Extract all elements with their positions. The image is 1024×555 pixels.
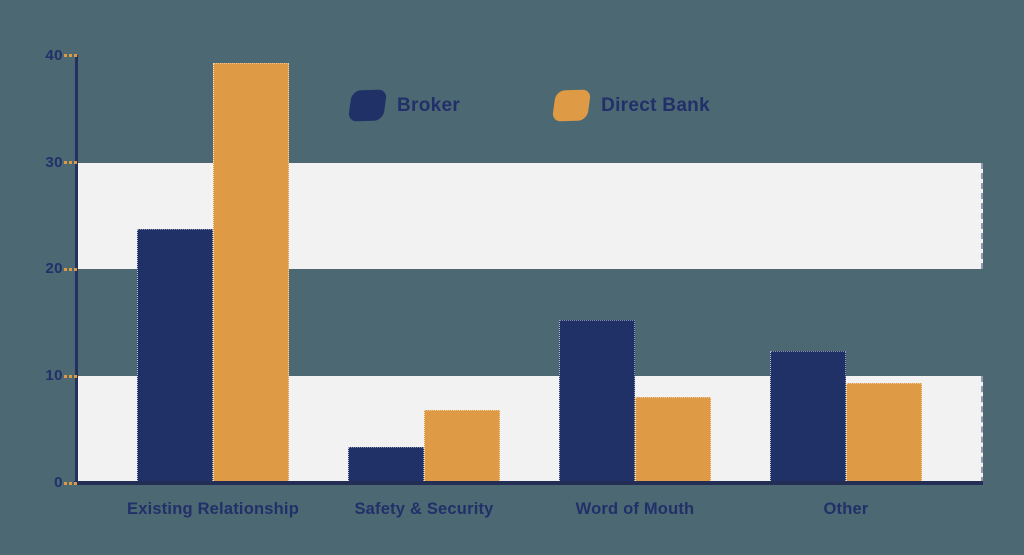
legend-item-broker: Broker (347, 89, 461, 122)
bar-broker-other (770, 350, 846, 483)
bar-direct-bank-existing-relationship (213, 63, 289, 483)
direct-bank-swatch-icon (551, 89, 592, 122)
category-label-existing-relationship: Existing Relationship (127, 500, 299, 518)
y-tick-mark-icon (64, 481, 78, 485)
y-tick-label: 0 (54, 474, 63, 491)
bar-direct-bank-word-of-mouth (635, 396, 711, 483)
y-tick-label: 40 (45, 46, 63, 64)
category-label-word-of-mouth: Word of Mouth (575, 500, 695, 518)
bar-broker-word-of-mouth (559, 319, 635, 483)
bar-broker-existing-relationship (137, 228, 213, 483)
bar-broker-safety-security (348, 446, 424, 483)
y-tick-label: 20 (45, 260, 63, 278)
category-label-other: Other (823, 500, 869, 518)
legend-item-direct-bank: Direct Bank (551, 89, 710, 122)
legend-label-broker: Broker (397, 94, 461, 116)
legend: Broker Direct Bank (347, 89, 710, 122)
bar-direct-bank-safety-security (424, 410, 500, 483)
category-label-safety-security: Safety & Security (354, 500, 494, 518)
y-tick-mark-icon (64, 54, 78, 58)
y-tick-label: 10 (45, 367, 63, 385)
legend-label-direct-bank: Direct Bank (601, 94, 710, 116)
y-tick-mark-icon (64, 267, 78, 271)
broker-swatch-icon (347, 89, 388, 122)
bar-direct-bank-other (846, 382, 922, 483)
y-tick-mark-icon (64, 161, 78, 164)
x-axis-line (74, 481, 983, 485)
y-tick-label: 30 (45, 153, 63, 171)
y-tick-mark-icon (64, 374, 78, 378)
